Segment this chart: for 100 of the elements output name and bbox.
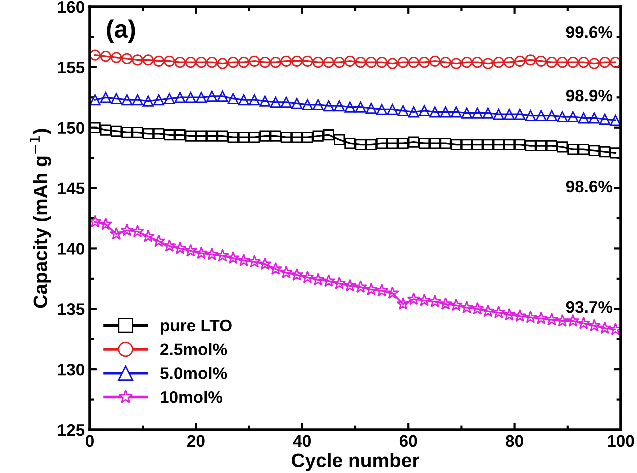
point [418, 105, 430, 116]
point [323, 100, 335, 112]
point [142, 96, 154, 107]
point [122, 53, 133, 65]
point [302, 56, 314, 67]
legend-label: 10mol% [161, 391, 223, 404]
point [249, 132, 260, 144]
point [174, 57, 186, 68]
point [260, 57, 271, 68]
point [194, 246, 208, 260]
point [164, 56, 176, 67]
point [504, 139, 516, 150]
point [514, 139, 526, 150]
y-tick-label: 150 [58, 122, 84, 134]
point [472, 139, 484, 150]
point [482, 58, 494, 70]
point [280, 132, 292, 144]
point [610, 57, 621, 68]
point [100, 50, 112, 62]
point [153, 94, 165, 106]
point [461, 57, 473, 68]
point [206, 130, 218, 142]
point [600, 114, 611, 125]
point [152, 234, 166, 248]
point [430, 56, 441, 67]
point [556, 314, 570, 327]
point [131, 224, 144, 238]
annotation: 98.9% [566, 90, 613, 102]
y-axis-title: Capacity (mAh g$^{−1}$) [30, 129, 52, 308]
point [588, 145, 600, 156]
point [568, 144, 579, 156]
point [493, 57, 504, 68]
point [110, 52, 122, 64]
point [525, 110, 536, 122]
point [312, 273, 325, 286]
point [536, 110, 547, 122]
point [196, 130, 208, 142]
point [578, 57, 590, 68]
point [524, 310, 538, 324]
point [355, 139, 366, 150]
point [568, 111, 579, 123]
x-tick-label: 20 [188, 435, 205, 448]
point [142, 54, 154, 66]
point [514, 56, 526, 67]
point [493, 109, 504, 120]
point [196, 57, 208, 68]
point [428, 294, 442, 308]
point [132, 94, 144, 106]
point [387, 58, 398, 70]
point [163, 239, 176, 252]
point [237, 254, 251, 267]
x-tick-label: 80 [506, 435, 524, 448]
point [578, 112, 590, 124]
point [174, 242, 187, 254]
point [588, 112, 600, 124]
point [280, 96, 292, 108]
point [216, 249, 230, 262]
y-tick-label: 130 [58, 364, 84, 376]
annotation: 93.7% [566, 301, 613, 314]
point [185, 57, 196, 68]
point [398, 138, 409, 150]
point [366, 102, 377, 114]
legend-label: pure LTO [161, 320, 232, 335]
point [366, 57, 377, 68]
x-tick-label: 60 [400, 435, 418, 448]
point [418, 294, 432, 306]
point [546, 140, 558, 152]
point [217, 58, 228, 70]
point [99, 218, 113, 230]
point [461, 139, 473, 150]
point [355, 57, 366, 68]
point [174, 130, 186, 141]
point [270, 130, 282, 142]
point [493, 139, 504, 150]
point [504, 57, 516, 68]
point [514, 109, 526, 120]
point [269, 262, 282, 276]
point [260, 130, 271, 142]
point [366, 139, 377, 150]
point [132, 127, 144, 138]
point [534, 312, 548, 325]
point [418, 138, 430, 150]
point [461, 108, 473, 119]
point [450, 139, 462, 150]
point [292, 98, 303, 110]
point [90, 50, 101, 61]
point [142, 230, 156, 242]
point [450, 106, 462, 118]
point [100, 124, 112, 136]
point [566, 314, 580, 327]
point [312, 99, 324, 110]
point [610, 148, 621, 159]
point [270, 96, 282, 108]
x-tick-label: 40 [293, 435, 311, 448]
point [228, 57, 239, 68]
point [100, 92, 112, 104]
point [525, 54, 536, 66]
point [450, 298, 464, 312]
point [226, 251, 240, 264]
point [238, 132, 250, 144]
